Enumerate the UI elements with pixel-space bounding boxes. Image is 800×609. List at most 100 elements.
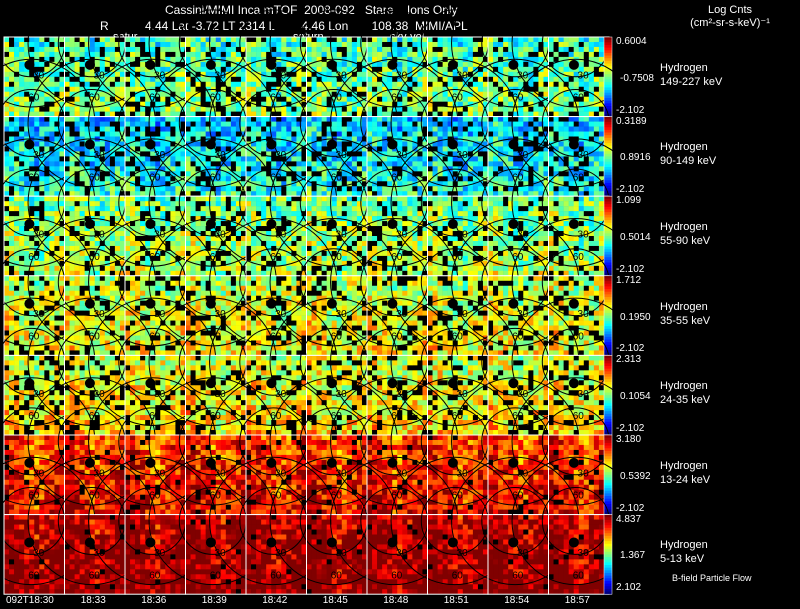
saturn-dot (508, 457, 519, 468)
contour-label-60: 60 (210, 252, 222, 263)
contour-60 (511, 138, 640, 267)
colorbar-min-r2: -2.102 (616, 263, 645, 275)
contour-label-60: 60 (210, 411, 222, 422)
panel-r6-c2: 30 60 (88, 456, 217, 595)
panel-r3-c1: 30 60 (27, 217, 156, 356)
contour-label-60: 60 (149, 491, 161, 502)
panel-r3-c5: 30 60 (269, 217, 398, 356)
panel-r4-c8: 30 60 (451, 297, 580, 436)
contour-label-30: 30 (33, 309, 45, 320)
contour-label-30: 30 (336, 70, 348, 81)
contour-label-30: 30 (457, 468, 469, 479)
saturn-dot (447, 139, 458, 150)
contour-label-60: 60 (28, 252, 40, 263)
time-tick-4: 18:42 (262, 595, 288, 607)
contour-label-60: 60 (452, 491, 464, 502)
contour-label-60: 60 (210, 331, 222, 342)
contour-60 (511, 377, 640, 506)
colorbar-max-r4: 2.313 (616, 354, 642, 366)
contour-label-30: 30 (578, 309, 590, 320)
contour-label-30: 30 (215, 548, 227, 559)
contour-label-60: 60 (270, 331, 282, 342)
colorbar-mid-r3: 0.1950 (620, 311, 651, 323)
contour-label-30: 30 (517, 150, 529, 161)
contour-label-60: 60 (573, 172, 585, 183)
contour-label-30: 30 (33, 230, 45, 241)
saturn-dot (447, 378, 458, 389)
colorbar-max-r1: 0.3189 (616, 115, 647, 127)
contour-label-60: 60 (573, 570, 585, 581)
contour-label-30: 30 (517, 389, 529, 400)
saturn-dot (145, 139, 156, 150)
panel-r5-c3: 30 60 (148, 377, 277, 516)
panel-r6-c8: 30 60 (451, 456, 580, 595)
saturn-dot (84, 298, 95, 309)
panel-r3-c7: 30 60 (390, 217, 519, 356)
saturn-dot (266, 457, 277, 468)
saturn-dot (24, 219, 35, 230)
contour-label-30: 30 (154, 309, 166, 320)
saturn-dot (24, 457, 35, 468)
panel-r6-c4: 30 60 (209, 456, 338, 595)
contour-label-60: 60 (270, 411, 282, 422)
saturn-dot (387, 139, 398, 150)
colorbar-mid-r2: 0.5014 (620, 232, 651, 244)
contour-label-60: 60 (28, 331, 40, 342)
contour-label-60: 60 (89, 411, 101, 422)
saturn-dot (568, 59, 579, 70)
saturn-dot (326, 219, 337, 230)
contour-label-60: 60 (512, 491, 524, 502)
saturn-dot (326, 298, 337, 309)
row-species-r4: Hydrogen (660, 380, 708, 393)
row-energy-r6: 5-13 keV (660, 553, 705, 566)
contour-label-30: 30 (336, 548, 348, 559)
contour-label-60: 60 (573, 93, 585, 104)
contour-label-60: 60 (452, 172, 464, 183)
contour-label-60: 60 (452, 252, 464, 263)
row-species-r6: Hydrogen (660, 539, 708, 552)
contour-label-60: 60 (391, 172, 403, 183)
saturn-dot (508, 537, 519, 548)
saturn-dot (84, 219, 95, 230)
contour-label-60: 60 (89, 252, 101, 263)
time-tick-7: 18:51 (443, 595, 469, 607)
saturn-dot (24, 378, 35, 389)
panel-r0-c8: 30 60 (451, 0, 580, 118)
contour-label-30: 30 (215, 309, 227, 320)
contour-60 (511, 58, 640, 188)
contour-label-30: 30 (215, 389, 227, 400)
colorbar-mid-r6: 1.367 (620, 550, 646, 562)
contour-label-60: 60 (149, 411, 161, 422)
row-energy-r0: 149-227 keV (660, 75, 723, 88)
saturn-dot (84, 457, 95, 468)
time-tick-1: 18:33 (80, 595, 106, 607)
contour-label-60: 60 (512, 93, 524, 104)
saturn-dot (266, 378, 277, 389)
panel-r0-c4: 30 60 (209, 0, 338, 118)
saturn-dot (205, 537, 216, 548)
contour-label-30: 30 (578, 468, 590, 479)
contour-label-30: 30 (336, 309, 348, 320)
contour-label-60: 60 (210, 93, 222, 104)
saturn-dot (387, 59, 398, 70)
contour-label-60: 60 (149, 570, 161, 581)
panel-r6-c6: 30 60 (330, 456, 459, 595)
time-tick-9: 18:57 (564, 595, 590, 607)
saturn-dot (508, 59, 519, 70)
contour-label-60: 60 (210, 172, 222, 183)
contour-label-30: 30 (33, 70, 45, 81)
saturn-dot (447, 457, 458, 468)
contour-label-60: 60 (270, 252, 282, 263)
colorbar-r3 (603, 275, 613, 356)
colorbar-max-r2: 1.099 (616, 195, 642, 207)
colorbar-mid-r5: 0.5392 (620, 470, 651, 482)
colorbar-r4 (603, 355, 613, 436)
saturn-dot (145, 298, 156, 309)
row-energy-r2: 55-90 keV (660, 235, 711, 248)
panel-r0-c6: 30 60 (330, 0, 459, 118)
contour-label-60: 60 (89, 570, 101, 581)
contour-label-60: 60 (28, 93, 40, 104)
saturn-dot (447, 537, 458, 548)
colorbar-r0 (603, 36, 613, 118)
